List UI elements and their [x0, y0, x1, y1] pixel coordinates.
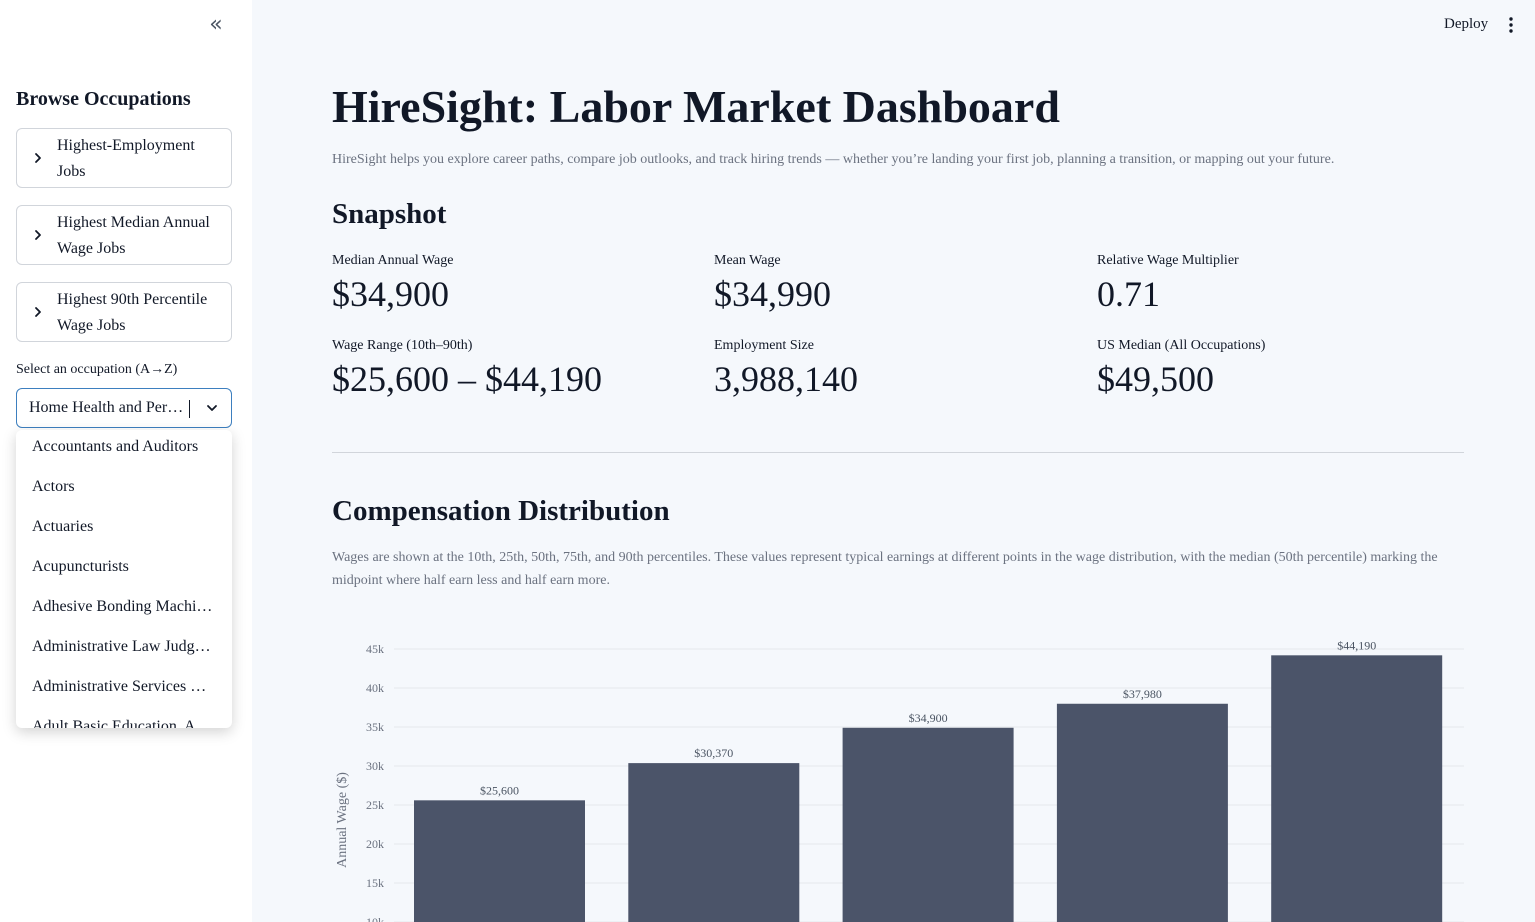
sidebar-title: Browse Occupations — [16, 88, 191, 110]
metric-label: Median Annual Wage — [332, 253, 454, 268]
metric-us-median: US Median (All Occupations) $49,500 — [1097, 338, 1265, 400]
y-axis-label: Annual Wage ($) — [335, 772, 350, 868]
dropdown-option[interactable]: Accountants and Auditors — [32, 438, 199, 455]
metric-label: Mean Wage — [714, 253, 781, 268]
metric-value: $34,990 — [714, 274, 831, 314]
metric-label: Wage Range (10th–90th) — [332, 338, 473, 353]
bar — [842, 727, 1014, 922]
compensation-description: Wages are shown at the 10th, 25th, 50th,… — [332, 550, 1438, 588]
metric-wage-range: Wage Range (10th–90th) $25,600 – $44,190 — [332, 338, 602, 400]
occupation-dropdown-list: Accountants and Auditors Actors Actuarie… — [16, 430, 232, 728]
sidebar: « Browse Occupations Highest-Employment … — [0, 0, 252, 922]
dropdown-option[interactable]: Administrative Law Judges, Adjudicators,… — [32, 638, 232, 655]
bar — [628, 763, 800, 922]
chevron-right-icon — [35, 307, 41, 317]
chevron-right-icon — [35, 153, 41, 163]
y-tick-label: 20k — [366, 837, 384, 851]
bar — [1271, 655, 1443, 922]
metric-value: $25,600 – $44,190 — [332, 359, 602, 399]
expander-highest-employment[interactable]: Highest-Employment Jobs — [16, 128, 232, 188]
chevron-right-icon — [35, 230, 41, 240]
metric-value: $49,500 — [1097, 359, 1214, 399]
y-tick-label: 40k — [366, 681, 384, 695]
expander-highest-median-wage[interactable]: Highest Median Annual Wage Jobs — [16, 205, 232, 265]
metric-relative-wage-multiplier: Relative Wage Multiplier 0.71 — [1097, 253, 1239, 315]
expander-label: Highest Median Annual Wage Jobs — [57, 214, 210, 257]
metric-median-annual-wage: Median Annual Wage $34,900 — [332, 253, 453, 315]
more-options-icon[interactable] — [1503, 16, 1519, 34]
dropdown-option[interactable]: Actuaries — [32, 518, 94, 535]
section-divider — [332, 452, 1464, 453]
dropdown-option[interactable]: Administrative Services Managers — [32, 678, 232, 695]
expander-label: Highest-Employment Jobs — [57, 137, 195, 180]
dropdown-option[interactable]: Adhesive Bonding Machine Operators and T… — [32, 598, 232, 615]
compensation-heading: Compensation Distribution — [332, 495, 670, 527]
bar — [1056, 703, 1228, 922]
y-tick-label: 10k — [366, 915, 384, 922]
bar-value-label: $30,370 — [694, 746, 733, 760]
y-tick-label: 45k — [366, 642, 384, 656]
metric-label: Employment Size — [714, 338, 814, 353]
intro-text: HireSight helps you explore career paths… — [332, 152, 1335, 167]
metric-value: $34,900 — [332, 274, 449, 314]
occupation-select-value[interactable]: Home Health and Personal Care Aides — [29, 399, 185, 416]
occupation-select-label: Select an occupation (A→Z) — [16, 362, 178, 377]
bar — [414, 800, 585, 922]
collapse-sidebar-icon[interactable]: « — [209, 12, 223, 37]
page-title: HireSight: Labor Market Dashboard — [332, 81, 1060, 132]
dropdown-option[interactable]: Acupuncturists — [32, 558, 129, 575]
y-tick-label: 35k — [366, 720, 384, 734]
expander-highest-90th-percentile[interactable]: Highest 90th Percentile Wage Jobs — [16, 282, 232, 342]
metric-label: Relative Wage Multiplier — [1097, 253, 1239, 268]
y-tick-label: 30k — [366, 759, 384, 773]
bar-value-label: $44,190 — [1337, 638, 1376, 652]
y-tick-label: 15k — [366, 876, 384, 890]
dropdown-option[interactable]: Actors — [32, 478, 75, 495]
bar-value-label: $34,900 — [909, 711, 948, 725]
metric-value: 3,988,140 — [714, 359, 858, 399]
expander-label: Highest 90th Percentile Wage Jobs — [57, 291, 208, 334]
chevron-down-icon[interactable] — [205, 401, 219, 415]
metric-mean-wage: Mean Wage $34,990 — [714, 253, 831, 315]
occupation-select[interactable]: Home Health and Personal Care Aides — [16, 388, 232, 428]
metric-value: 0.71 — [1097, 274, 1160, 314]
compensation-bar-chart: 10k 15k 20k 25k 30k 35k 40k 45k Annual Wage ($) $… — [335, 638, 1464, 922]
bar-value-label: $25,600 — [480, 783, 519, 797]
metric-label: US Median (All Occupations) — [1097, 338, 1266, 353]
deploy-button[interactable]: Deploy — [1444, 16, 1489, 32]
y-tick-label: 25k — [366, 798, 384, 812]
bar-value-label: $37,980 — [1123, 687, 1162, 701]
dropdown-option[interactable]: Adult Basic Education, Adult Secondary E… — [32, 718, 232, 728]
snapshot-heading: Snapshot — [332, 198, 447, 230]
text-cursor — [189, 400, 190, 418]
metric-employment-size: Employment Size 3,988,140 — [714, 338, 858, 400]
